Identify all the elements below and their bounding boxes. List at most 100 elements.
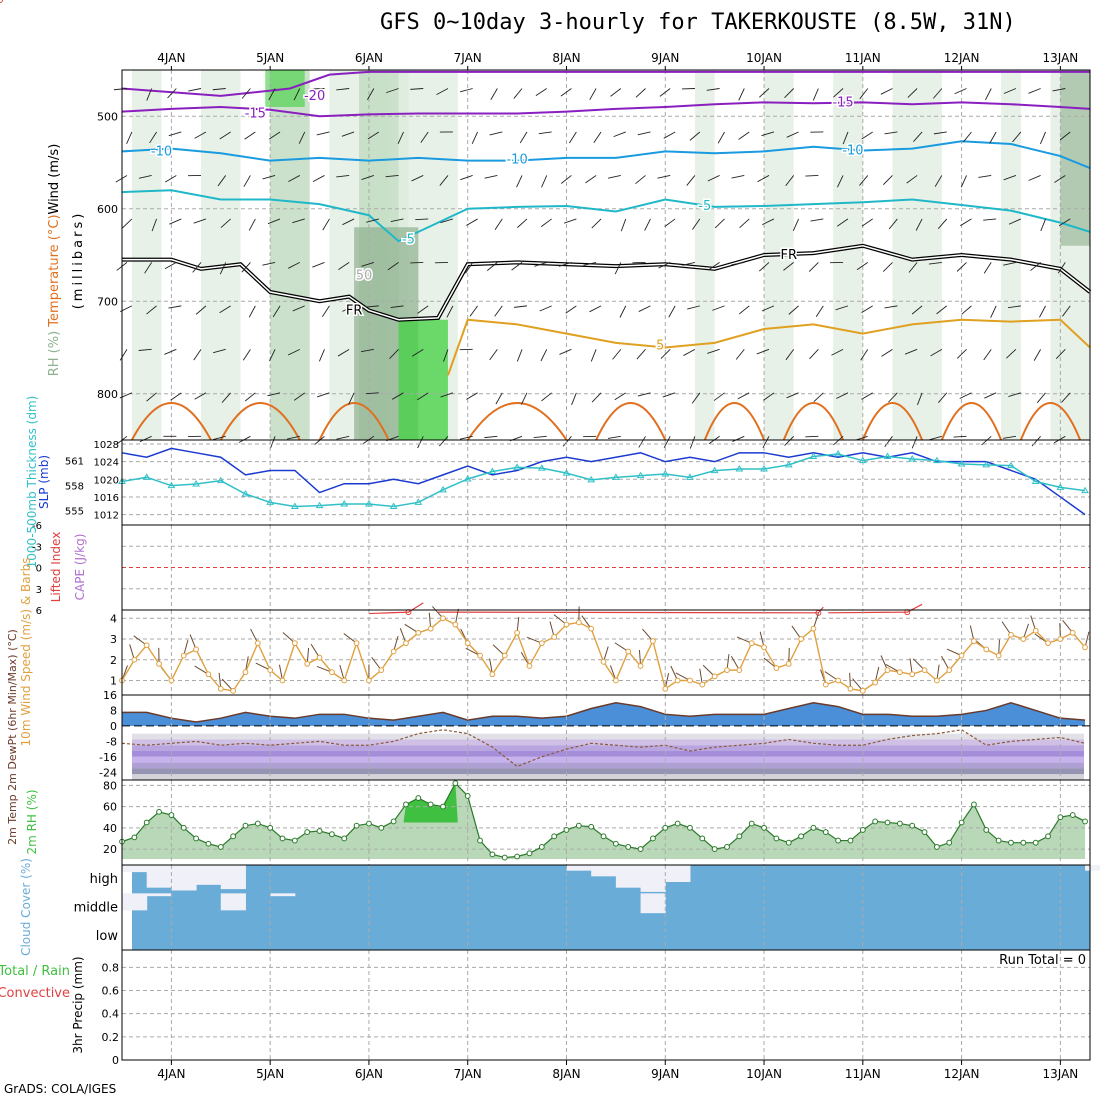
wind10-point — [674, 677, 681, 684]
wind-barb — [312, 175, 325, 183]
cloud-clear-cell — [122, 893, 148, 911]
precip-units-title: 3hr Precip (mm) — [71, 956, 85, 1053]
rh2-point — [847, 837, 854, 844]
t2m-tick-label: -16 — [99, 751, 117, 764]
wind-barb — [962, 131, 972, 143]
li-tick-label: 0 — [36, 564, 42, 575]
contour-label: -15 — [832, 95, 853, 110]
wind-barb — [563, 218, 577, 224]
wind10-point — [279, 677, 286, 684]
wind10-point — [489, 671, 496, 678]
rh2-point — [217, 844, 224, 850]
wind-barb — [589, 88, 597, 101]
wind-barb — [287, 348, 300, 356]
wind-barb — [316, 131, 330, 136]
rh2-point — [687, 824, 693, 831]
rh2-point — [440, 803, 446, 810]
wind10-point — [427, 625, 434, 632]
wind10-point — [205, 671, 212, 678]
rh2-point — [859, 827, 866, 833]
wind-barb — [164, 348, 177, 355]
wind-barb — [933, 131, 947, 135]
rh2-point — [724, 844, 730, 850]
wind-barb — [217, 175, 227, 187]
wind-barb — [440, 392, 454, 398]
dewpoint-line — [121, 729, 1086, 768]
warm-contour — [1019, 402, 1082, 441]
wind-barb — [560, 88, 572, 97]
cloud-clear-cell — [640, 893, 666, 914]
rh2-point — [168, 812, 175, 818]
cloud-clear-cell — [270, 893, 296, 897]
wind10-point — [341, 677, 348, 684]
rh2-point — [662, 824, 669, 831]
wind-barb — [269, 349, 276, 362]
wind-barb — [682, 261, 695, 266]
thickness-point — [562, 469, 571, 476]
wind-barb — [489, 131, 503, 136]
slp-title: SLP (mb) — [37, 455, 51, 509]
wind-barb — [831, 348, 844, 356]
wind-barb — [1033, 349, 1042, 361]
wind-barb — [731, 261, 745, 266]
rh2-point — [1082, 818, 1088, 825]
rh2-point — [1057, 814, 1064, 821]
slp-tick-label: 1016 — [94, 493, 119, 504]
thickness-point — [908, 455, 917, 462]
wind-barb — [298, 131, 306, 144]
wind-barb — [212, 88, 226, 91]
wind10-panel — [119, 606, 1091, 696]
wind10-point — [131, 656, 138, 663]
wind-barb — [514, 305, 528, 308]
wind10-point — [168, 677, 175, 684]
wind-barb — [366, 218, 379, 223]
thickness-point — [834, 450, 843, 457]
thickness-point — [192, 480, 200, 487]
x-tick-label-top: 4JAN — [157, 51, 185, 65]
wind-barb — [1003, 435, 1016, 439]
wind-barb — [929, 435, 942, 441]
cloud-clear-cell — [220, 865, 246, 890]
rh2-point — [526, 850, 533, 857]
thickness-point — [686, 473, 694, 480]
wind10-point — [403, 640, 409, 647]
wind-barb — [220, 218, 231, 228]
precip-panel — [121, 949, 1091, 1061]
rh2-point — [366, 820, 372, 827]
wind-barb — [164, 175, 177, 183]
wind-barb — [267, 392, 281, 397]
wind-barb — [706, 88, 720, 91]
slp-tick-label: 1028 — [94, 440, 119, 451]
wind-barb — [513, 88, 523, 99]
slp-tick-label: 1020 — [94, 475, 119, 486]
wind10-point — [798, 636, 804, 642]
thickness-point — [389, 502, 398, 509]
wind-barb — [756, 348, 770, 355]
dewpoint-band — [132, 756, 1084, 763]
wind-barb — [495, 392, 503, 405]
wind-barb — [1012, 131, 1022, 143]
thickness-point — [463, 475, 472, 482]
wind-barb — [316, 392, 330, 398]
wind-barb — [658, 261, 671, 269]
wind-barb — [938, 392, 948, 404]
wind-barb — [882, 262, 893, 272]
wind10-point — [1045, 640, 1051, 647]
x-tick-label-bottom: 7JAN — [454, 1067, 482, 1081]
wind-barb — [151, 218, 157, 232]
contour-label: -5 — [402, 232, 415, 247]
wind10-point — [366, 677, 372, 684]
wind-barb — [691, 392, 701, 404]
wind-barb — [195, 305, 207, 315]
wind-barb — [516, 175, 523, 188]
thickness-point — [883, 452, 892, 459]
wind-barb — [707, 348, 720, 354]
wind-barb — [262, 261, 276, 266]
wind-barb — [692, 218, 701, 230]
wind-barb — [689, 436, 696, 449]
wind-barb — [978, 175, 992, 178]
warm-contour — [466, 402, 568, 441]
axis-units: (millibars) — [71, 211, 86, 310]
x-tick-label-top: 11JAN — [845, 51, 881, 65]
wind-barb — [292, 218, 305, 224]
